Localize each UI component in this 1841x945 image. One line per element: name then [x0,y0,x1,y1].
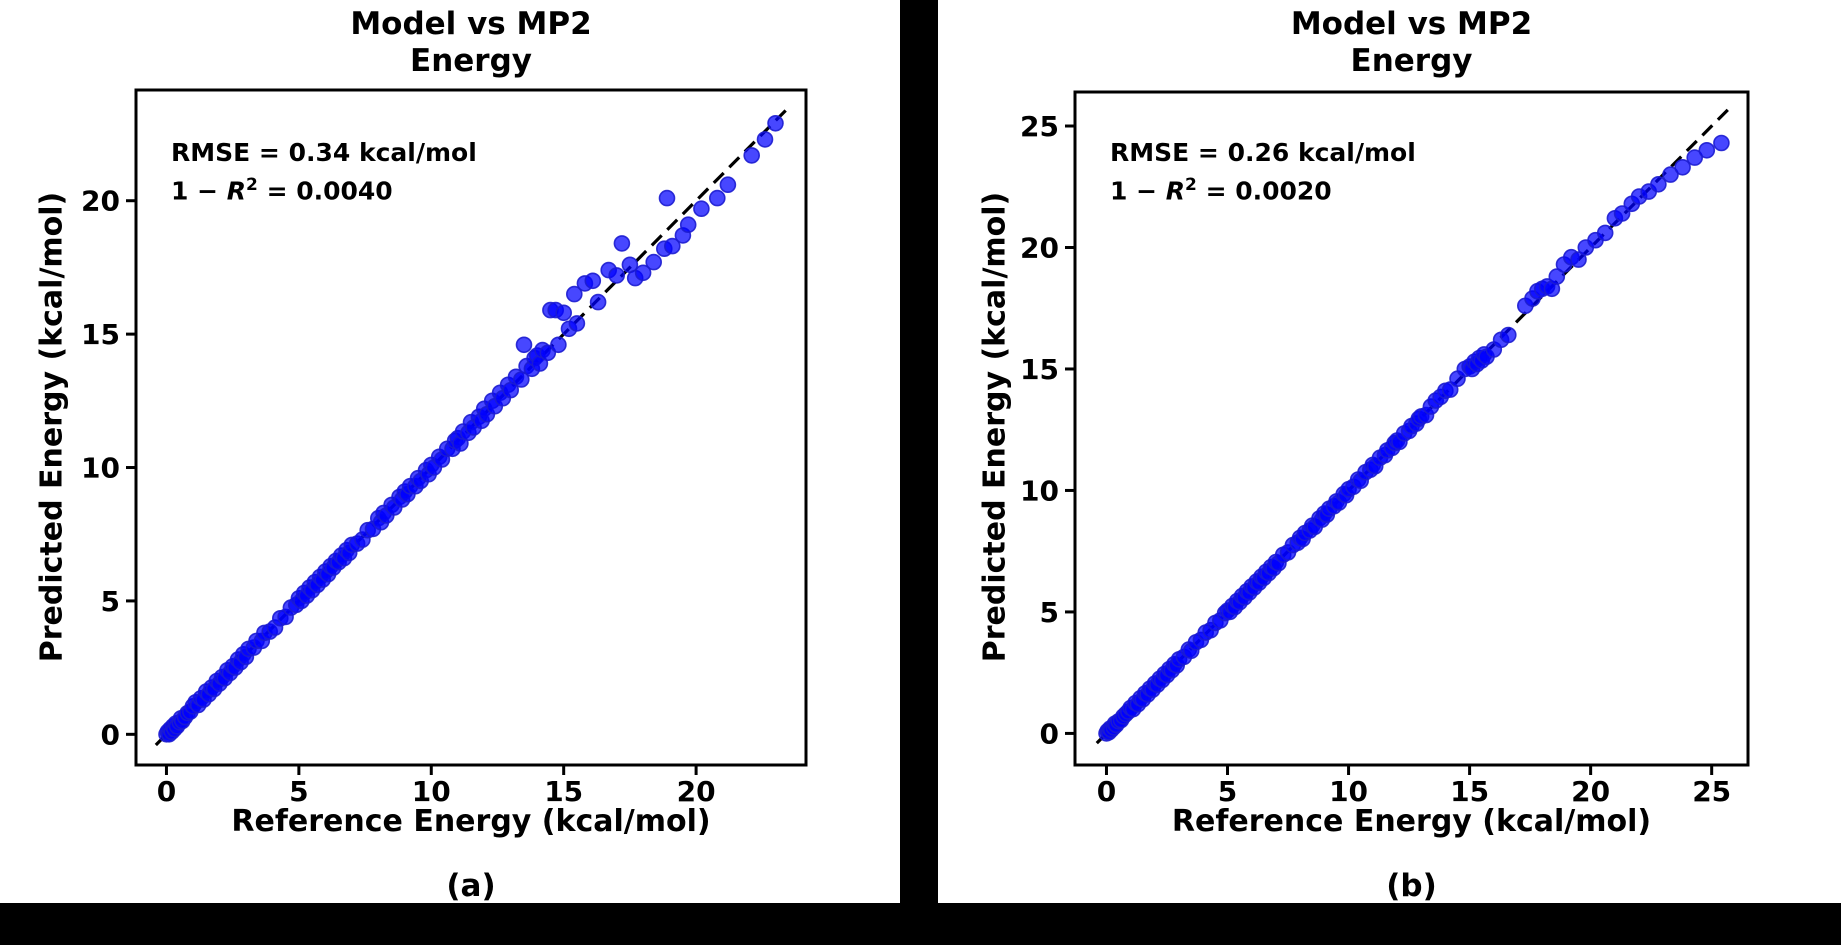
x-tick-label: 15 [544,775,583,808]
y-tick-label: 15 [81,318,120,351]
scatter-points [158,115,784,743]
scatter-point [1674,159,1691,176]
r2-text: 1 − R2 = 0.0020 [1110,175,1332,206]
x-ticks: 0 5 10 15 20 [157,765,716,808]
scatter-point [743,147,761,164]
rmse-text: RMSE = 0.26 kcal/mol [1110,138,1416,167]
panel-b: 0 5 10 15 20 25 0 5 10 15 20 25 Model vs MP2 Energy… [938,0,1841,903]
y-tick-label: 25 [1020,110,1059,143]
scatter-point [767,115,784,132]
scatter-point [708,189,726,207]
scatter-point [568,315,586,332]
x-tick-label: 25 [1692,775,1731,808]
x-tick-label: 10 [412,775,451,808]
x-tick-label: 20 [1571,775,1610,808]
subfigure-caption: (b) [1386,868,1437,903]
scatter-point [1686,149,1704,166]
chart-title-line2: Energy [410,43,532,79]
scatter-point [1548,268,1566,285]
y-tick-label: 5 [101,585,120,618]
x-tick-label: 10 [1329,775,1368,808]
chart-title-line2: Energy [1350,43,1473,79]
scatter-point [1713,134,1730,152]
chart-title-line1: Model vs MP2 [350,6,592,42]
scatter-point [1650,176,1667,193]
x-tick-label: 5 [289,775,308,808]
y-ticks: 0 5 10 15 20 25 [1020,110,1075,750]
scatter-plot-b: 0 5 10 15 20 25 0 5 10 15 20 25 [1020,90,1750,808]
x-tick-label: 15 [1450,775,1489,808]
axes-spines [134,88,808,767]
scatter-point [550,336,567,354]
chart-title-line1: Model vs MP2 [1290,6,1533,42]
y-axis-label: Predicted Energy (kcal/mol) [34,191,70,663]
scatter-point [565,285,583,303]
scatter-point [1698,142,1716,159]
scatter-point [1570,251,1587,268]
axes-spines [1073,90,1750,767]
y-tick-label: 5 [1040,596,1059,629]
y-tick-label: 0 [101,718,120,751]
scatter-point [1613,205,1631,222]
scatter-point [515,336,533,354]
y-tick-label: 10 [81,452,120,485]
scatter-point [719,176,737,193]
chart-title: Model vs MP2 Energy [1075,6,1748,80]
scatter-point [693,200,710,217]
r2-text: 1 − R2 = 0.0040 [171,175,393,206]
x-tick-label: 0 [157,775,176,808]
y-axis-label: Predicted Energy (kcal/mol) [977,191,1013,663]
scatter-point [589,293,607,311]
y-tick-label: 20 [1020,231,1059,264]
scatter-point [613,235,631,252]
y-ticks: 0 5 10 15 20 [81,185,136,751]
subfigure-caption: (a) [446,868,496,903]
x-tick-label: 5 [1218,775,1237,808]
scatter-point [645,253,663,271]
scatter-point [1499,326,1517,344]
x-tick-label: 20 [677,775,716,808]
x-axis-label: Reference Energy (kcal/mol) [1171,804,1652,839]
y-tick-label: 0 [1040,717,1059,750]
x-axis-label: Reference Energy (kcal/mol) [231,804,711,839]
scatter-point [663,237,681,255]
rmse-text: RMSE = 0.34 kcal/mol [171,138,477,167]
scatter-points [1098,134,1730,742]
x-tick-label: 0 [1097,775,1116,808]
y-tick-label: 20 [81,185,120,218]
y-tick-label: 10 [1020,474,1059,507]
scatter-point [1662,166,1679,183]
scatter-point [1596,224,1614,242]
scatter-point [608,267,626,284]
stats-annotation: RMSE = 0.26 kcal/mol 1 − R2 = 0.0020 [1110,136,1416,207]
panel-a: 0 5 10 15 20 0 5 10 15 20 Model vs MP2 Energy RMS… [0,0,900,903]
y-tick-label: 15 [1020,353,1059,386]
chart-title: Model vs MP2 Energy [136,6,806,80]
scatter-point [634,264,652,282]
stats-annotation: RMSE = 0.34 kcal/mol 1 − R2 = 0.0040 [171,136,477,207]
scatter-plot-a: 0 5 10 15 20 0 5 10 15 20 [81,88,808,808]
scatter-point [658,189,676,207]
x-ticks: 0 5 10 15 20 25 [1097,765,1731,808]
scatter-point [679,216,697,233]
scatter-point [555,304,573,322]
scatter-point [756,131,774,148]
scatter-point [584,272,602,290]
